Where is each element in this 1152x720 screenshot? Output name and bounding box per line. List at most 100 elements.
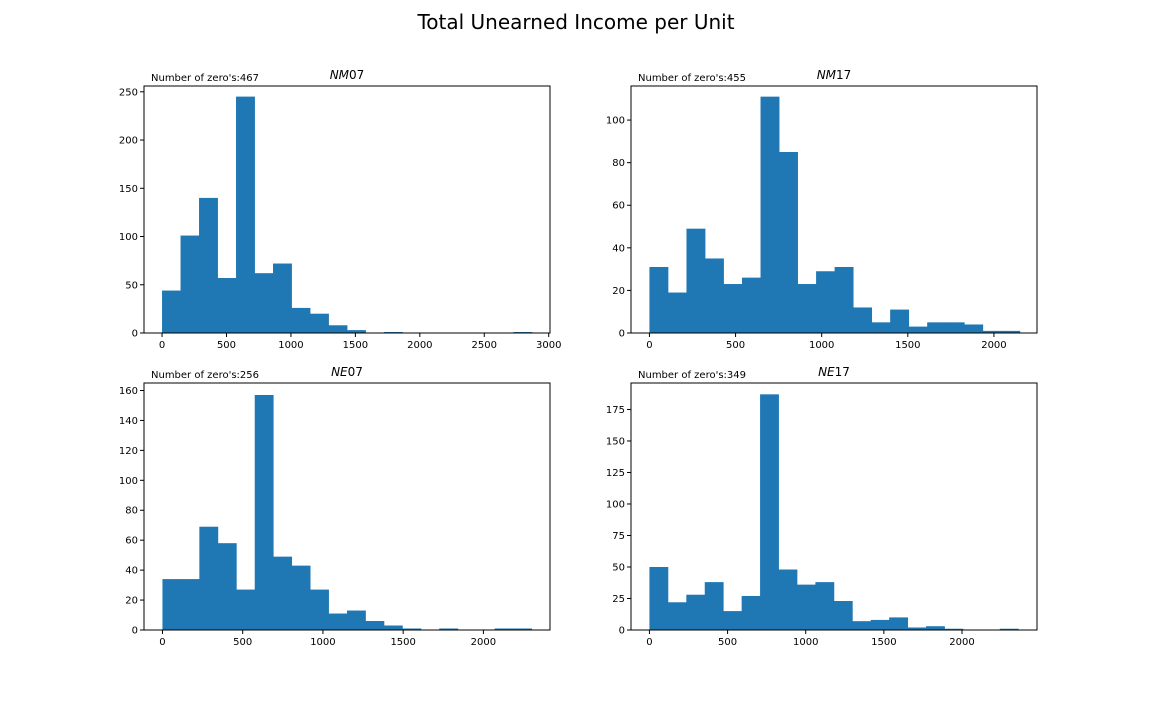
- histogram-bar-nm17: [667, 292, 687, 333]
- histogram-bar-ne07: [217, 543, 237, 630]
- y-tick-label: 250: [119, 87, 138, 98]
- y-tick-label: 100: [119, 232, 138, 243]
- figure-title: Total Unearned Income per Unit: [417, 10, 735, 34]
- x-tick-label: 1500: [343, 340, 368, 351]
- histogram-bar-nm17: [890, 309, 910, 333]
- y-tick-label: 200: [119, 136, 138, 147]
- histogram-bar-ne17: [704, 582, 724, 630]
- x-tick-label: 0: [159, 340, 165, 351]
- panel-title-base: NE: [818, 365, 835, 379]
- histogram-bar-nm17: [945, 322, 965, 333]
- y-tick-label: 0: [132, 329, 138, 340]
- x-tick-label: 2000: [949, 637, 974, 648]
- histogram-bar-ne17: [667, 602, 687, 630]
- histogram-bar-nm17: [797, 284, 817, 333]
- histogram-bar-nm17: [908, 326, 928, 333]
- plot-frame-nm17: [630, 85, 1038, 334]
- y-tick-label: 150: [606, 436, 625, 447]
- histogram-bar-nm17: [871, 322, 891, 333]
- panel-title-ne07: NE07: [331, 365, 363, 379]
- histogram-bar-ne17: [999, 628, 1019, 630]
- y-tick-label: 120: [119, 446, 138, 457]
- histogram-bar-ne17: [926, 626, 945, 630]
- x-tick-label: 500: [233, 637, 252, 648]
- histogram-bar-nm07: [162, 290, 181, 333]
- panel-title-suffix: 07: [349, 68, 364, 82]
- panel-title-nm07: NM07: [330, 68, 365, 82]
- zero-count-note-ne17: Number of zero's:349: [638, 370, 746, 381]
- histogram-bar-nm17: [760, 96, 780, 334]
- panel-title-ne17: NE17: [818, 365, 850, 379]
- x-tick-label: 1000: [310, 637, 335, 648]
- histogram-bar-ne17: [778, 569, 798, 630]
- y-tick-label: 25: [612, 594, 625, 605]
- histogram-bar-ne07: [439, 628, 459, 630]
- y-tick-label: 160: [119, 386, 138, 397]
- histogram-bar-ne07: [236, 589, 256, 630]
- histogram-bar-ne07: [365, 621, 385, 630]
- plot-frame-nm07: [143, 85, 551, 334]
- histogram-bar-nm17: [982, 330, 1002, 333]
- histogram-bar-ne07: [513, 628, 532, 630]
- histogram-bar-nm17: [834, 266, 854, 333]
- histogram-bar-nm17: [853, 307, 873, 333]
- histogram-bar-nm07: [347, 330, 366, 333]
- y-tick-label: 150: [119, 184, 138, 195]
- histogram-bar-ne17: [760, 394, 779, 630]
- x-tick-label: 1500: [390, 637, 415, 648]
- histogram-bar-nm17: [723, 284, 743, 333]
- panel-title-suffix: 17: [836, 68, 851, 82]
- zero-count-note-ne07: Number of zero's:256: [151, 370, 259, 381]
- histogram-bar-ne17: [907, 627, 927, 630]
- histogram-bar-ne17: [686, 594, 706, 630]
- panel-title-suffix: 07: [348, 365, 363, 379]
- x-tick-label: 0: [159, 637, 165, 648]
- plot-frame-ne17: [630, 382, 1038, 631]
- histogram-bar-ne07: [347, 610, 366, 630]
- x-tick-label: 2500: [472, 340, 497, 351]
- y-tick-label: 80: [612, 158, 625, 169]
- histogram-bar-nm17: [779, 152, 798, 333]
- histogram-bar-nm17: [1001, 330, 1021, 333]
- x-tick-label: 2000: [981, 340, 1006, 351]
- histogram-bar-nm17: [964, 324, 984, 333]
- x-tick-label: 0: [646, 340, 652, 351]
- histogram-bar-ne17: [815, 582, 835, 630]
- panel-nm07: 0 500 1000 1500 2000 2500 3000 0 50 100 150 200 250 N…: [119, 68, 562, 351]
- histogram-bar-nm07: [310, 313, 329, 333]
- histogram-bar-ne17: [944, 628, 964, 630]
- histogram-bar-nm07: [236, 96, 255, 333]
- histogram-bar-ne17: [649, 566, 669, 630]
- histogram-bar-nm07: [273, 263, 292, 333]
- x-tick-label: 1000: [809, 340, 834, 351]
- y-tick-label: 100: [119, 476, 138, 487]
- panel-ne07: 0 500 1000 1500 2000 0 20 40 60 80 100 120 140 160 NE0…: [119, 365, 551, 648]
- y-tick-label: 140: [119, 416, 138, 427]
- histogram-bar-ne17: [833, 601, 853, 630]
- panel-title-base: NE: [331, 365, 348, 379]
- histogram-bar-nm07: [328, 325, 348, 333]
- panel-title-nm17: NM17: [817, 68, 852, 82]
- y-tick-label: 20: [125, 596, 138, 607]
- histogram-bar-ne07: [162, 579, 182, 630]
- y-tick-label: 60: [612, 201, 625, 212]
- y-tick-label: 175: [606, 405, 625, 416]
- histogram-bar-ne07: [494, 628, 514, 630]
- panel-ne17: 0 500 1000 1500 20000255075100125150175NE17N…: [606, 365, 1038, 648]
- y-tick-label: 40: [612, 243, 625, 254]
- histogram-bar-nm07: [254, 273, 274, 333]
- histogram-bar-ne07: [199, 526, 219, 630]
- histogram-bar-nm07: [291, 307, 311, 333]
- histogram-bar-nm17: [704, 258, 724, 333]
- x-tick-label: 3000: [536, 340, 561, 351]
- histogram-bar-ne17: [870, 619, 890, 630]
- panel-nm17: 0 500 1000 1500 2000 0 20 40 60 80 100 NM17 Number o…: [606, 68, 1038, 351]
- histogram-bar-ne17: [889, 617, 908, 630]
- x-tick-label: 1500: [871, 637, 896, 648]
- x-tick-label: 1000: [278, 340, 303, 351]
- histogram-bar-nm17: [816, 271, 836, 333]
- x-tick-label: 1500: [895, 340, 920, 351]
- plot-frame-ne07: [143, 382, 551, 631]
- histogram-bar-ne07: [383, 625, 403, 630]
